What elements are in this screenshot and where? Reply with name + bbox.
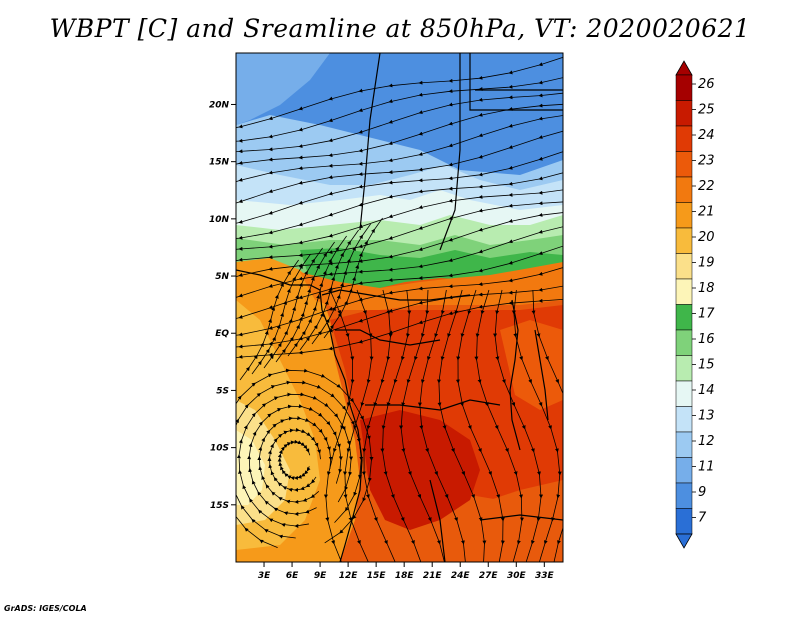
lat-tick-label: 20N	[209, 100, 230, 110]
lat-tick-label: 5S	[216, 386, 229, 396]
colorbar-level-label: 9	[698, 485, 706, 500]
colorbar: 26 25 24 23 22 21 20 19 18 17 16 15 14 13 12 11 9 7	[675, 60, 715, 549]
lon-tick-label: 24E	[451, 571, 471, 581]
lon-tick-label: 15E	[367, 571, 387, 581]
colorbar-level-label: 15	[698, 358, 715, 373]
colorbar-level-label: 7	[698, 511, 707, 526]
colorbar-swatch	[675, 227, 693, 254]
colorbar-swatch	[675, 508, 693, 535]
lon-tick-label: 9E	[314, 571, 327, 581]
lon-tick-label: 27E	[479, 571, 499, 581]
lat-tick-label: 10S	[210, 444, 229, 454]
latitude-axis: 20N 15N 10N 5N EQ 5S 10S 15S	[209, 100, 236, 511]
lon-tick-label: 33E	[535, 571, 555, 581]
colorbar-level-label: 23	[698, 154, 715, 169]
credit-label: GrADS: IGES/COLA	[4, 604, 87, 613]
colorbar-level-label: 14	[698, 383, 715, 398]
colorbar-level-label: 11	[698, 460, 715, 475]
colorbar-level-label: 12	[698, 434, 715, 449]
colorbar-swatch	[675, 151, 693, 178]
colorbar-swatch	[675, 406, 693, 433]
lat-tick-label: 15S	[210, 501, 229, 511]
colorbar-swatch	[675, 100, 693, 127]
colorbar-top-arrow	[675, 60, 693, 76]
longitude-axis: 3E 6E 9E 12E 15E 18E 21E 24E 27E 30E 33E	[258, 562, 555, 581]
lon-tick-label: 18E	[395, 571, 415, 581]
colorbar-swatch	[675, 457, 693, 484]
colorbar-level-label: 17	[698, 307, 715, 322]
colorbar-level-label: 22	[698, 179, 715, 194]
colorbar-bottom-arrow	[675, 533, 693, 549]
colorbar-swatch	[675, 74, 693, 101]
colorbar-level-label: 19	[698, 256, 715, 271]
lon-tick-label: 3E	[258, 571, 271, 581]
streamlines	[236, 56, 563, 562]
colorbar-swatch	[675, 380, 693, 407]
lon-tick-label: 21E	[423, 571, 443, 581]
colorbar-swatch	[675, 355, 693, 382]
colorbar-swatch	[675, 253, 693, 280]
colorbar-level-label: 26	[698, 77, 715, 92]
colorbar-swatch	[675, 202, 693, 229]
lat-tick-label: 10N	[209, 215, 230, 225]
streamline	[531, 289, 563, 562]
map-title: WBPT [C] and Sreamline at 850hPa, VT: 20…	[49, 14, 751, 43]
colorbar-swatch	[675, 304, 693, 331]
colorbar-swatch	[675, 431, 693, 458]
colorbar-level-label: 25	[698, 103, 715, 118]
lon-tick-label: 6E	[286, 571, 299, 581]
lon-tick-label: 30E	[507, 571, 527, 581]
streamline	[323, 217, 383, 339]
colorbar-swatch	[675, 482, 693, 509]
map-frame	[235, 52, 564, 563]
colorbar-swatch	[675, 329, 693, 356]
colorbar-level-label: 16	[698, 332, 715, 347]
colorbar-level-label: 18	[698, 281, 715, 296]
colorbar-level-label: 20	[698, 230, 715, 245]
colorbar-swatch	[675, 278, 693, 305]
colorbar-level-label: 13	[698, 409, 715, 424]
wbpt-field-panel	[236, 53, 563, 562]
coastlines-and-borders	[236, 53, 563, 562]
lat-tick-label: 15N	[209, 158, 230, 168]
colorbar-level-label: 24	[698, 128, 715, 143]
lat-tick-label: 5N	[215, 272, 229, 282]
lon-tick-label: 12E	[339, 571, 359, 581]
colorbar-level-label: 21	[698, 205, 715, 220]
lat-tick-label: EQ	[215, 329, 229, 339]
colorbar-swatch	[675, 125, 693, 152]
colorbar-swatch	[675, 176, 693, 203]
